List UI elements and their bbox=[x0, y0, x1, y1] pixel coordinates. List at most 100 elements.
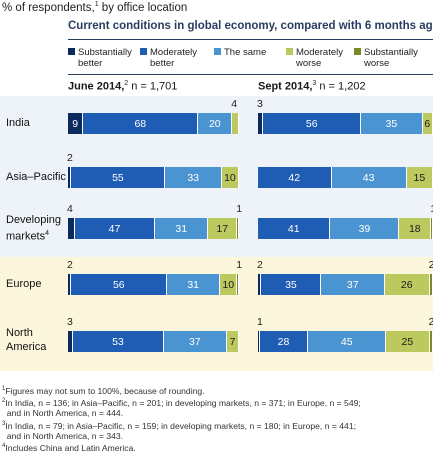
bar-segment-substantially_better bbox=[258, 331, 260, 352]
row-label: India bbox=[6, 116, 30, 130]
footnote-text: In India, n = 79; in Asia–Pacific, n = 1… bbox=[5, 420, 357, 431]
legend-label-line2: worse bbox=[296, 58, 322, 69]
bar-value-label: 31 bbox=[175, 222, 188, 235]
footnote-text: and in North America, n = 444. bbox=[2, 408, 124, 419]
legend-label: The same bbox=[224, 47, 266, 58]
subtitle-footnote-mark: 1 bbox=[94, 1, 99, 8]
bar-value-label: 41 bbox=[287, 222, 300, 235]
bar-segment-moderately_worse: 6 bbox=[422, 113, 433, 134]
bar-segment-moderately_better: 68 bbox=[83, 113, 199, 134]
footnote: 3In India, n = 79; in Asia–Pacific, n = … bbox=[2, 419, 361, 431]
footnote: and in North America, n = 343. bbox=[2, 431, 361, 441]
legend-label: Moderately worse bbox=[296, 47, 343, 69]
subtitle-text: % of respondents, bbox=[2, 1, 95, 14]
bar-value-label: 47 bbox=[108, 222, 121, 235]
bar-segment-substantially_better bbox=[258, 113, 264, 134]
bar-value-label: 68 bbox=[134, 117, 147, 130]
bar-segment-substantially_worse bbox=[429, 274, 433, 295]
row-label: Asia–Pacific bbox=[6, 170, 66, 184]
bar-value-label: 1 bbox=[257, 316, 263, 328]
bar-segment-moderately_worse: 25 bbox=[386, 331, 430, 352]
bar-segment-substantially_better bbox=[68, 167, 72, 188]
bar-value-label: 25 bbox=[401, 335, 414, 348]
bar-segment-the_same: 20 bbox=[198, 113, 233, 134]
legend-label-line2: better bbox=[150, 58, 175, 69]
legend-swatch-substantially_worse bbox=[354, 48, 361, 55]
row-label-line2: America bbox=[6, 341, 47, 353]
row-label: Europe bbox=[6, 277, 41, 291]
bar-segment-moderately_better: 35 bbox=[261, 274, 322, 295]
bar-value-label: 10 bbox=[224, 171, 236, 184]
legend-swatch-substantially_better bbox=[68, 48, 75, 55]
bar-segment-moderately_worse: 7 bbox=[227, 331, 239, 352]
bar-value-label: 35 bbox=[385, 117, 398, 130]
bar-value-label: 56 bbox=[305, 117, 318, 130]
bar-value-label: 18 bbox=[408, 222, 421, 235]
bar-segment-the_same: 39 bbox=[330, 218, 400, 239]
panel-title-footnote-mark: 2 bbox=[124, 80, 129, 87]
bar-segment-substantially_worse bbox=[237, 218, 239, 239]
chart-subtitle: % of respondents,1 by office location bbox=[2, 1, 187, 14]
legend-label-line2: better bbox=[78, 58, 103, 69]
row-label-line1: Asia–Pacific bbox=[6, 171, 66, 183]
bar-value-label: 26 bbox=[400, 278, 413, 291]
bar-segment-the_same: 31 bbox=[167, 274, 221, 295]
bar-value-label: 2 bbox=[67, 259, 73, 271]
footnote-text: and in North America, n = 343. bbox=[2, 430, 124, 441]
bar-segment-moderately_better: 42 bbox=[258, 167, 332, 188]
bar-segment-moderately_better: 41 bbox=[258, 218, 331, 239]
bar-value-label: 43 bbox=[362, 171, 375, 184]
legend-swatch-the_same bbox=[214, 48, 221, 55]
bar-value-label: 4 bbox=[67, 203, 73, 215]
row-label-footnote-mark: 4 bbox=[45, 230, 50, 237]
bar-value-label: 15 bbox=[413, 171, 426, 184]
bar-value-label: 6 bbox=[424, 117, 431, 130]
bar-segment-substantially_worse bbox=[429, 331, 433, 352]
bar-value-label: 55 bbox=[112, 171, 124, 184]
footnote-mark: 3 bbox=[2, 420, 6, 427]
bar-value-label: 3 bbox=[67, 316, 73, 328]
legend-label-line1: Substantially bbox=[364, 47, 418, 58]
bar-segment-moderately_better: 28 bbox=[259, 331, 309, 352]
bar-value-label: 2 bbox=[428, 316, 433, 328]
bar-value-label: 2 bbox=[428, 259, 433, 271]
bar-value-label: 28 bbox=[277, 335, 290, 348]
panel-title-1: Sept 2014,3 n = 1,202 bbox=[258, 80, 366, 93]
legend-swatch-moderately_worse bbox=[286, 48, 293, 55]
bar-segment-the_same: 37 bbox=[163, 331, 228, 352]
bar-segment-moderately_better: 47 bbox=[74, 218, 156, 239]
row-label-line1: Europe bbox=[6, 278, 42, 290]
row-label-line2-wrap: markets4 bbox=[6, 227, 61, 244]
row-label-line2: markets bbox=[6, 230, 46, 243]
legend-label: Moderately better bbox=[150, 47, 197, 69]
row-label-line2-wrap: America bbox=[6, 340, 46, 354]
bar-segment-substantially_better bbox=[68, 331, 74, 352]
legend-label-line1: The same bbox=[224, 47, 267, 58]
bar-value-label: 3 bbox=[257, 98, 263, 110]
bar-segment-moderately_better: 55 bbox=[71, 167, 166, 188]
bar-value-label: 33 bbox=[187, 171, 200, 184]
bar-segment-moderately_worse: 17 bbox=[208, 218, 238, 239]
bar-value-label: 1 bbox=[430, 203, 433, 215]
bar-segment-the_same: 31 bbox=[155, 218, 209, 239]
legend-rule bbox=[68, 74, 433, 75]
bar-segment-moderately_worse: 15 bbox=[406, 167, 433, 188]
bar-value-label: 39 bbox=[358, 222, 371, 235]
bar-value-label: 17 bbox=[216, 222, 229, 235]
bar-value-label: 45 bbox=[340, 335, 353, 348]
bar-segment-moderately_worse: 10 bbox=[220, 274, 238, 295]
footnote-text: Figures may not sum to 100%, because of … bbox=[5, 385, 205, 396]
bar-segment-substantially_better bbox=[68, 274, 72, 295]
bar-value-label: 20 bbox=[208, 117, 221, 130]
legend-label-line1: Substantially bbox=[78, 47, 132, 58]
bar-value-label: 1 bbox=[236, 259, 243, 271]
bar-segment-moderately_better: 53 bbox=[73, 331, 164, 352]
bar-value-label: 53 bbox=[112, 335, 124, 348]
panel-title-0: June 2014,2 n = 1,701 bbox=[68, 80, 177, 93]
footnote-mark: 4 bbox=[2, 443, 6, 450]
panel-title-footnote-mark: 3 bbox=[312, 80, 317, 87]
bar-segment-moderately_better: 56 bbox=[263, 113, 362, 134]
bar-segment-moderately_worse bbox=[232, 113, 239, 134]
bar-value-label: 9 bbox=[72, 117, 79, 130]
bar-value-label: 37 bbox=[346, 278, 359, 291]
